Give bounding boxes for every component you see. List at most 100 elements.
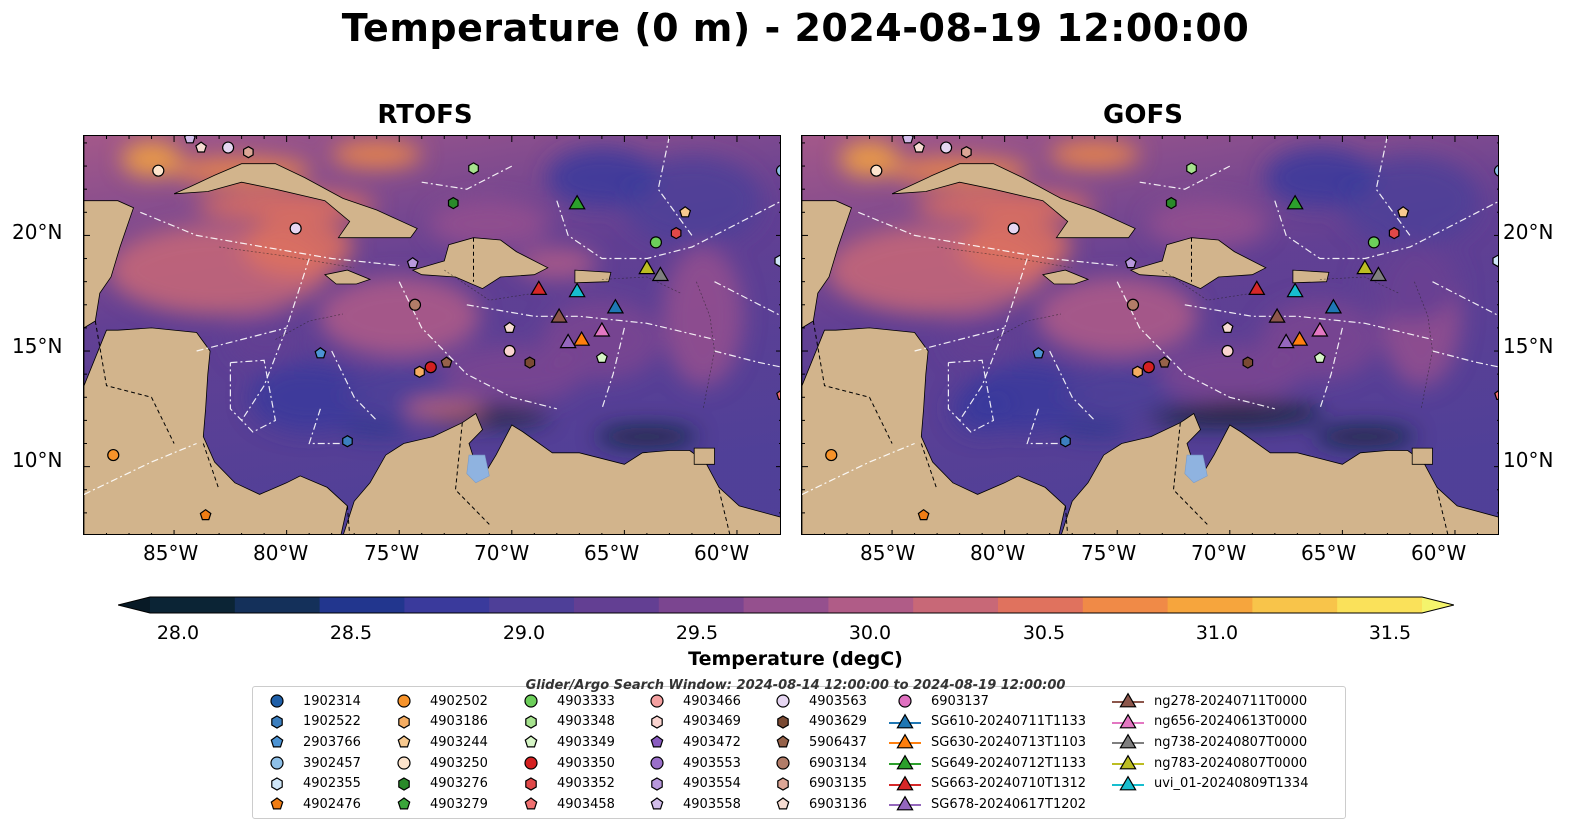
map-canvas-rtofs [84,136,780,534]
legend-item: 6903136 [765,794,867,815]
legend-circle-icon [524,694,538,708]
legend-label: 4902476 [303,796,361,812]
argo-marker-4902476 [917,508,930,521]
map-canvas-gofs [802,136,1498,534]
legend-marker-icon [889,775,921,791]
legend-marker-icon [270,735,284,748]
legend-marker-icon [524,756,538,770]
land-yucatan [802,200,852,329]
colorbar-tick: 28.5 [329,622,373,644]
legend-item: ng783-20240807T0000 [1110,753,1308,774]
legend-triangle-icon [896,754,914,770]
legend-item: 4903466 [639,691,741,712]
legend-marker-icon [650,797,664,810]
legend-pentagon-icon [270,735,284,748]
legend-item: 4903333 [513,691,615,712]
legend-item: 4903472 [639,732,741,753]
lon-tick-rtofs: 80°W [253,541,309,565]
lon-tick-gofs: 80°W [970,541,1026,565]
legend-pentagon-icon [524,735,538,748]
legend-circle-icon [270,694,284,708]
legend-triangle-icon [1119,733,1137,749]
legend-marker-icon [651,776,663,791]
legend-marker-icon [650,694,664,708]
lon-tick-gofs: 85°W [860,541,916,565]
legend-circle-icon [650,694,664,708]
land-south-america [343,412,780,534]
land-trinidad [693,447,715,465]
legend-triangle-icon [896,713,914,729]
legend-item: SG663-20240710T1312 [887,773,1086,794]
legend-circle-icon [397,694,411,708]
argo-marker-5906437 [440,356,453,368]
legend-label: 1902522 [303,714,361,730]
argo-marker-4903333 [649,236,663,249]
legend-item: SG649-20240712T1133 [887,753,1086,774]
legend-label: 4903558 [683,796,741,812]
colorbar-segment [828,597,914,613]
legend-label: 4903333 [557,693,615,709]
legend-item: uvi_01-20240809T1334 [1110,773,1308,794]
glider-marker-SG663-20240710T1312 [1248,280,1266,295]
argo-marker-4903629 [1242,356,1254,369]
argo-marker-5906437 [1158,356,1171,368]
legend-item: 2903766 [259,732,361,753]
legend-pentagon-icon [776,735,790,748]
colorbar-segment [743,597,829,613]
legend-column: 4903466 4903469 4903472 4903553 4903554 49035… [639,691,741,815]
argo-marker-6903136 [195,141,208,153]
land-puerto-rico [574,269,612,284]
figure-title: Temperature (0 m) - 2024-08-19 12:00:00 [341,6,1250,50]
legend-marker-icon [398,776,410,791]
land-cuba [173,163,418,239]
lon-tick-rtofs: 65°W [584,541,640,565]
country-borders [94,237,731,534]
legend-item: 4903553 [639,753,741,774]
legend-label: 6903137 [931,693,989,709]
legend-label: 4903350 [557,755,615,771]
argo-marker-4903563 [222,141,235,154]
legend-column: ng278-20240711T0000 ng656-20240613T0000 ng… [1110,691,1308,794]
argo-marker-4903186 [1132,365,1143,378]
legend-triangle-icon [1119,692,1137,708]
legend-marker-icon [650,756,664,770]
argo-marker-4903469 [1221,344,1234,358]
legend-label: 4903244 [430,734,488,750]
colorbar-tick: 28.0 [156,622,200,644]
colorbar-segment [998,597,1084,613]
legend-pentagon-icon [650,797,664,810]
legend-pentagon-icon [524,797,538,810]
lon-tick-gofs: 65°W [1301,541,1357,565]
colorbar-tick: 30.5 [1022,622,1066,644]
legend-hexagon-icon [398,715,410,729]
glider-marker-SG649-20240712T1133 [1286,194,1304,210]
colorbar-segment [404,597,490,613]
legend-marker-icon [889,713,921,729]
colorbar-segment [1167,597,1253,613]
argo-marker-4903554 [289,222,302,235]
lon-tick-rtofs: 70°W [474,541,530,565]
legend-marker-icon [776,735,790,748]
legend-label: 4903563 [809,693,867,709]
legend-pentagon-icon [397,735,411,748]
country-borders [812,237,1449,534]
legend-label: 4903352 [557,776,615,792]
colorbar-segment [234,597,321,613]
colorbar [118,596,1454,614]
land-central-america [84,136,348,534]
colorbar-segment [658,597,745,613]
glider-marker-SG630-20240713T1103 [1290,330,1309,346]
legend-marker-icon [889,733,921,749]
land-jamaica [323,269,372,285]
legend-item: SG678-20240617T1202 [887,794,1086,815]
panel-title-gofs: GOFS [1103,100,1183,130]
colorbar-segment [150,597,236,613]
land-yucatan [84,200,134,329]
glider-marker-ng656-20240613T0000 [593,321,611,337]
legend-item: 5906437 [765,732,867,753]
legend-hexagon-icon [777,715,789,729]
legend-pentagon-icon [397,797,411,810]
legend-triangle-icon [1119,775,1137,791]
legend-marker-icon [397,694,411,708]
legend-item: 4903348 [513,712,615,733]
